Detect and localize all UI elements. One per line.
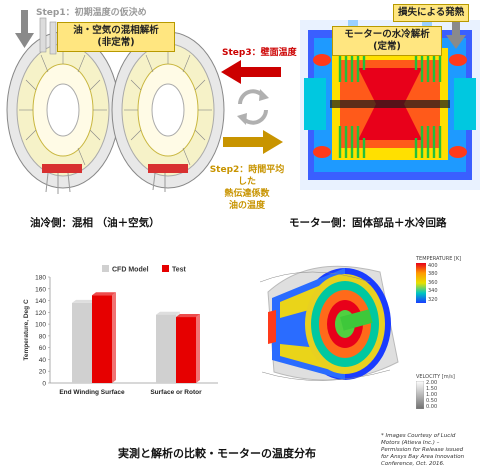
credit-line: Motors (Atieva Inc.) – [381, 440, 440, 446]
oil-analysis-box: 油・空気の混相解析 (非定常) [57, 22, 175, 52]
credit-line: * Images Courtesy of Lucid [381, 433, 456, 439]
step1-label: Step1：初期温度の仮決め [36, 8, 147, 18]
temperature-comparison-chart: 0 20 40 60 80 100 120 140 160 180 Temperature, Deg… [23, 265, 218, 396]
bar-cap [92, 292, 116, 296]
y-tick-label: 180 [35, 275, 46, 282]
temperature-colorbar [416, 263, 426, 303]
bar [176, 317, 196, 383]
y-tick-label: 80 [39, 333, 47, 340]
y-tick-label: 120 [35, 310, 46, 317]
motor-analysis-box: モーターの水冷解析 (定常) [332, 26, 442, 56]
velocity-colorbar [416, 381, 424, 409]
motor-side-caption: モーター側：固体部品＋水冷回路 [289, 217, 447, 229]
step2-line3: 油の温度 [228, 201, 265, 211]
vel-tick: 1.50 [426, 386, 438, 392]
motor-analysis-title: モーターの水冷解析 [344, 29, 430, 40]
velocity-legend-title: VELOCITY [m/s] [416, 374, 455, 380]
y-tick-label: 20 [39, 369, 47, 376]
step3-left-arrow [221, 60, 281, 84]
bar-side [196, 314, 200, 383]
temp-tick: 380 [428, 271, 438, 278]
y-tick-label: 100 [35, 322, 46, 329]
temperature-legend-title: TEMPERATURE [K] [416, 256, 462, 262]
temp-tick: 400 [428, 263, 438, 269]
y-tick-label: 60 [39, 345, 47, 352]
motor-temperature-render [259, 265, 399, 381]
velocity-ticks: 2.00 1.50 1.00 0.50 0.00 [426, 380, 437, 410]
step2-right-arrow [223, 130, 283, 154]
image-credit: * Images Courtesy of Lucid Motors (Atiev… [381, 433, 485, 468]
step2-line1: Step2：時間平均した [209, 165, 285, 187]
oil-cooling-illustration [6, 10, 225, 194]
x-tick-label: End Winding Surface [59, 389, 125, 396]
bar-cap [72, 299, 96, 303]
bar [92, 295, 112, 383]
y-axis-label: Temperature, Deg C [23, 299, 30, 361]
vel-tick: 2.00 [426, 380, 438, 386]
temperature-ticks: 400 380 360 340 320 [428, 262, 438, 304]
vel-tick: 0.50 [426, 398, 438, 404]
bar-side [112, 292, 116, 383]
legend-swatch [162, 265, 169, 272]
oil-analysis-subtitle: (非定常) [97, 37, 135, 48]
temp-tick: 320 [428, 296, 438, 303]
vel-tick: 1.00 [426, 392, 438, 398]
bar [156, 314, 176, 383]
bottom-caption: 実測と解析の比較・モーターの温度分布 [118, 447, 316, 460]
credit-line: Conference, Oct. 2016. [381, 461, 445, 467]
cycle-arrows-icon [237, 89, 269, 125]
bar-cap [156, 311, 180, 315]
credit-line: for Ansys Bay Area Innovation [381, 454, 465, 460]
heat-down-arrow [446, 12, 466, 49]
y-tick-label: 140 [35, 298, 46, 305]
oil-analysis-title: 油・空気の混相解析 [73, 25, 159, 36]
y-tick-label: 40 [39, 357, 47, 364]
bar-cap [176, 314, 200, 318]
step2-line2: 熱伝達係数 [224, 189, 270, 199]
step2-label: Step2：時間平均した 熱伝達係数 油の温度 [207, 164, 287, 212]
legend-label: Test [172, 267, 187, 274]
x-tick-label: Surface or Rotor [150, 389, 202, 396]
y-tick-label: 0 [42, 381, 46, 388]
vel-tick: 0.00 [426, 404, 438, 410]
y-tick-label: 160 [35, 286, 46, 293]
temp-tick: 340 [428, 288, 438, 295]
legend-label: CFD Model [112, 267, 149, 274]
temp-tick: 360 [428, 279, 438, 286]
motor-analysis-subtitle: (定常) [373, 41, 401, 52]
legend-swatch [102, 265, 109, 272]
bar [72, 302, 92, 383]
loss-heat-label: 損失による発熱 [393, 4, 470, 22]
credit-line: Permission for Release issued [381, 447, 464, 453]
step3-label: Step3：壁面温度 [222, 48, 297, 58]
oil-side-caption: 油冷側：混相 （油＋空気） [30, 217, 160, 229]
